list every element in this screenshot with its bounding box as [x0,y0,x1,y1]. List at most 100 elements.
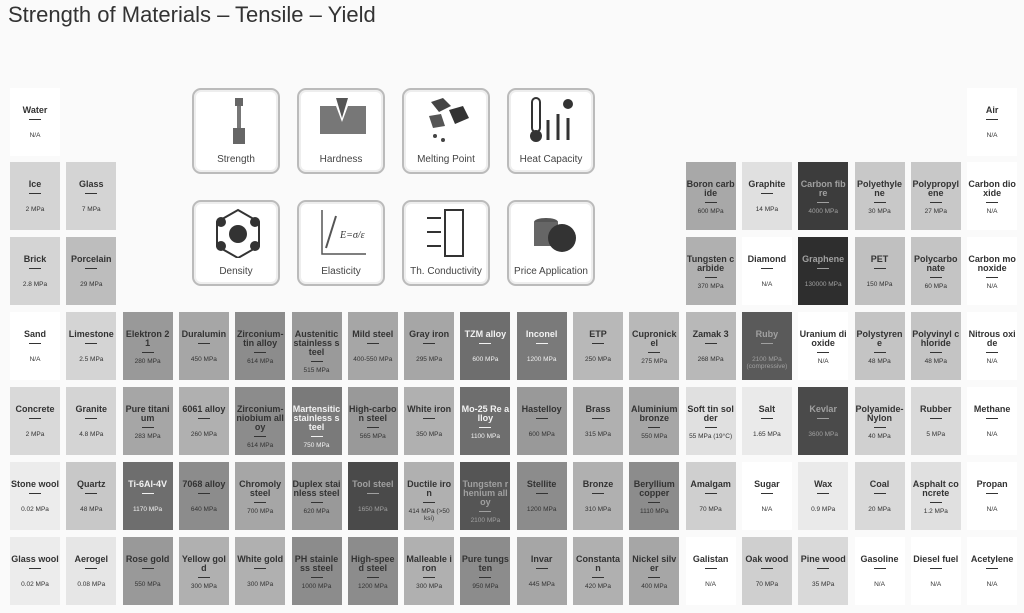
divider [197,577,210,578]
button-label: Th. Conductivity [410,266,482,277]
material-name-box: Mo-25 Re alloy [461,405,510,435]
material-value: 620 MPa [303,508,330,515]
material-name: Ice [28,179,42,189]
material-name: Glass wool [11,554,59,564]
material-value: 48 MPa [80,506,103,513]
material-name-box: Pure titanium [124,405,172,435]
material-cell: Water N/A [10,88,60,156]
material-name-box: Pine wood [799,555,847,585]
material-value: 370 MPa [697,283,724,290]
material-value: N/A [29,356,41,363]
material-cell: Methane N/A [967,387,1018,455]
icon-shape [449,106,469,124]
divider [535,343,548,344]
material-cell: Chromoly steel 700 MPa [235,462,286,530]
material-value: N/A [986,506,998,513]
property-button[interactable]: Th. Conductivity [402,200,490,286]
material-cell: Asphalt concrete 1.2 MPa [910,462,961,530]
material-name-box: Stone wool [11,480,59,510]
material-name: Brass [585,404,611,414]
material-cell: Bronze 310 MPa [573,462,623,530]
material-name: Rose gold [125,554,170,564]
material-cell: Salt 1.65 MPa [741,387,792,455]
property-button[interactable]: E=σ/ε Elasticity [297,200,385,286]
material-value: 29 MPa [80,281,103,288]
material-cell: Martensitic stainless steel 750 MPa [291,387,342,455]
material-name-box: High-speed steel [349,555,397,585]
material-name-box: Diesel fuel [912,555,960,585]
divider [704,202,717,203]
material-value: 0.02 MPa [21,581,49,588]
material-name-box: Methane [968,405,1016,435]
material-value: 515 MPa [303,367,330,374]
button-icon [427,209,464,257]
divider [197,343,210,344]
material-name-box: Brass [574,405,622,435]
divider [760,193,773,194]
material-value: 280 MPa [134,358,161,365]
material-name: Graphene [802,254,845,264]
property-button[interactable]: Strength [192,88,280,174]
material-name: Stone wool [11,479,59,489]
material-cell: Ice 2 MPa [10,162,60,230]
material-name-box: Yellow gold [180,555,228,585]
material-cell: Tungsten rhenium alloy 2100 MPa [460,462,511,530]
divider [986,277,999,278]
material-cell: Glass wool 0.02 MPa [10,537,60,605]
property-button[interactable]: Density [192,200,280,286]
divider [760,343,773,344]
material-name: Glass [79,179,104,189]
page-title: Strength of Materials – Tensile – Yield [8,2,376,27]
material-value: 550 MPa [641,433,668,440]
material-value: 640 MPa [190,506,217,513]
material-value: N/A [705,581,717,588]
button-label: Density [219,266,253,277]
material-name-box: Nitrous oxide [968,330,1016,360]
divider [873,352,886,353]
divider [479,511,492,512]
material-cell: Sand N/A [10,312,60,380]
property-button[interactable]: Hardness [297,88,385,174]
icon-shape [563,99,573,109]
divider [817,202,830,203]
material-value: 565 MPa [359,433,386,440]
material-cell: 6061 alloy 260 MPa [178,387,229,455]
material-cell: Invar 445 MPa [516,537,567,605]
material-cell: Carbon dioxide N/A [967,162,1018,230]
material-name-box: Oak wood [743,555,791,585]
material-cell: Elektron 21 280 MPa [122,312,173,380]
icon-shape [530,130,542,142]
property-button[interactable]: Heat Capacity [507,88,595,174]
material-cell: Carbon monoxide N/A [967,237,1018,305]
material-value: 35 MPa [811,581,835,588]
material-cell: Duplex stainless steel 620 MPa [291,462,342,530]
icon-shape [427,217,441,247]
material-name: Tungsten carbide [686,254,735,273]
material-name: Tungsten rhenium alloy [462,479,509,507]
material-name: Propan [976,479,1008,489]
material-name: Bronze [582,479,614,489]
property-button[interactable]: Melting Point [402,88,490,174]
material-name-box: Duralumin [180,330,228,360]
material-value: 300 MPa [416,583,443,590]
divider [141,352,154,353]
material-cell: TZM alloy 600 MPa [460,312,511,380]
material-value: 450 MPa [190,356,217,363]
material-value: 2 MPa [25,431,45,438]
material-cell: Pure tungsten 950 MPa [460,537,511,605]
property-button[interactable]: Price Application [507,200,595,286]
material-cell: Gasoline N/A [854,537,905,605]
material-value: 14 MPa [755,206,779,213]
material-value: 445 MPa [528,581,555,588]
divider [929,568,942,569]
divider [29,268,41,269]
material-cell: High-speed steel 1200 MPa [347,537,398,605]
divider [929,352,942,353]
material-value: N/A [986,431,998,438]
material-value: 310 MPa [584,506,612,513]
divider [310,502,323,503]
material-cell: High-carbon steel 565 MPa [347,387,398,455]
material-name: Diamond [747,254,787,264]
icon-shape [531,97,541,133]
